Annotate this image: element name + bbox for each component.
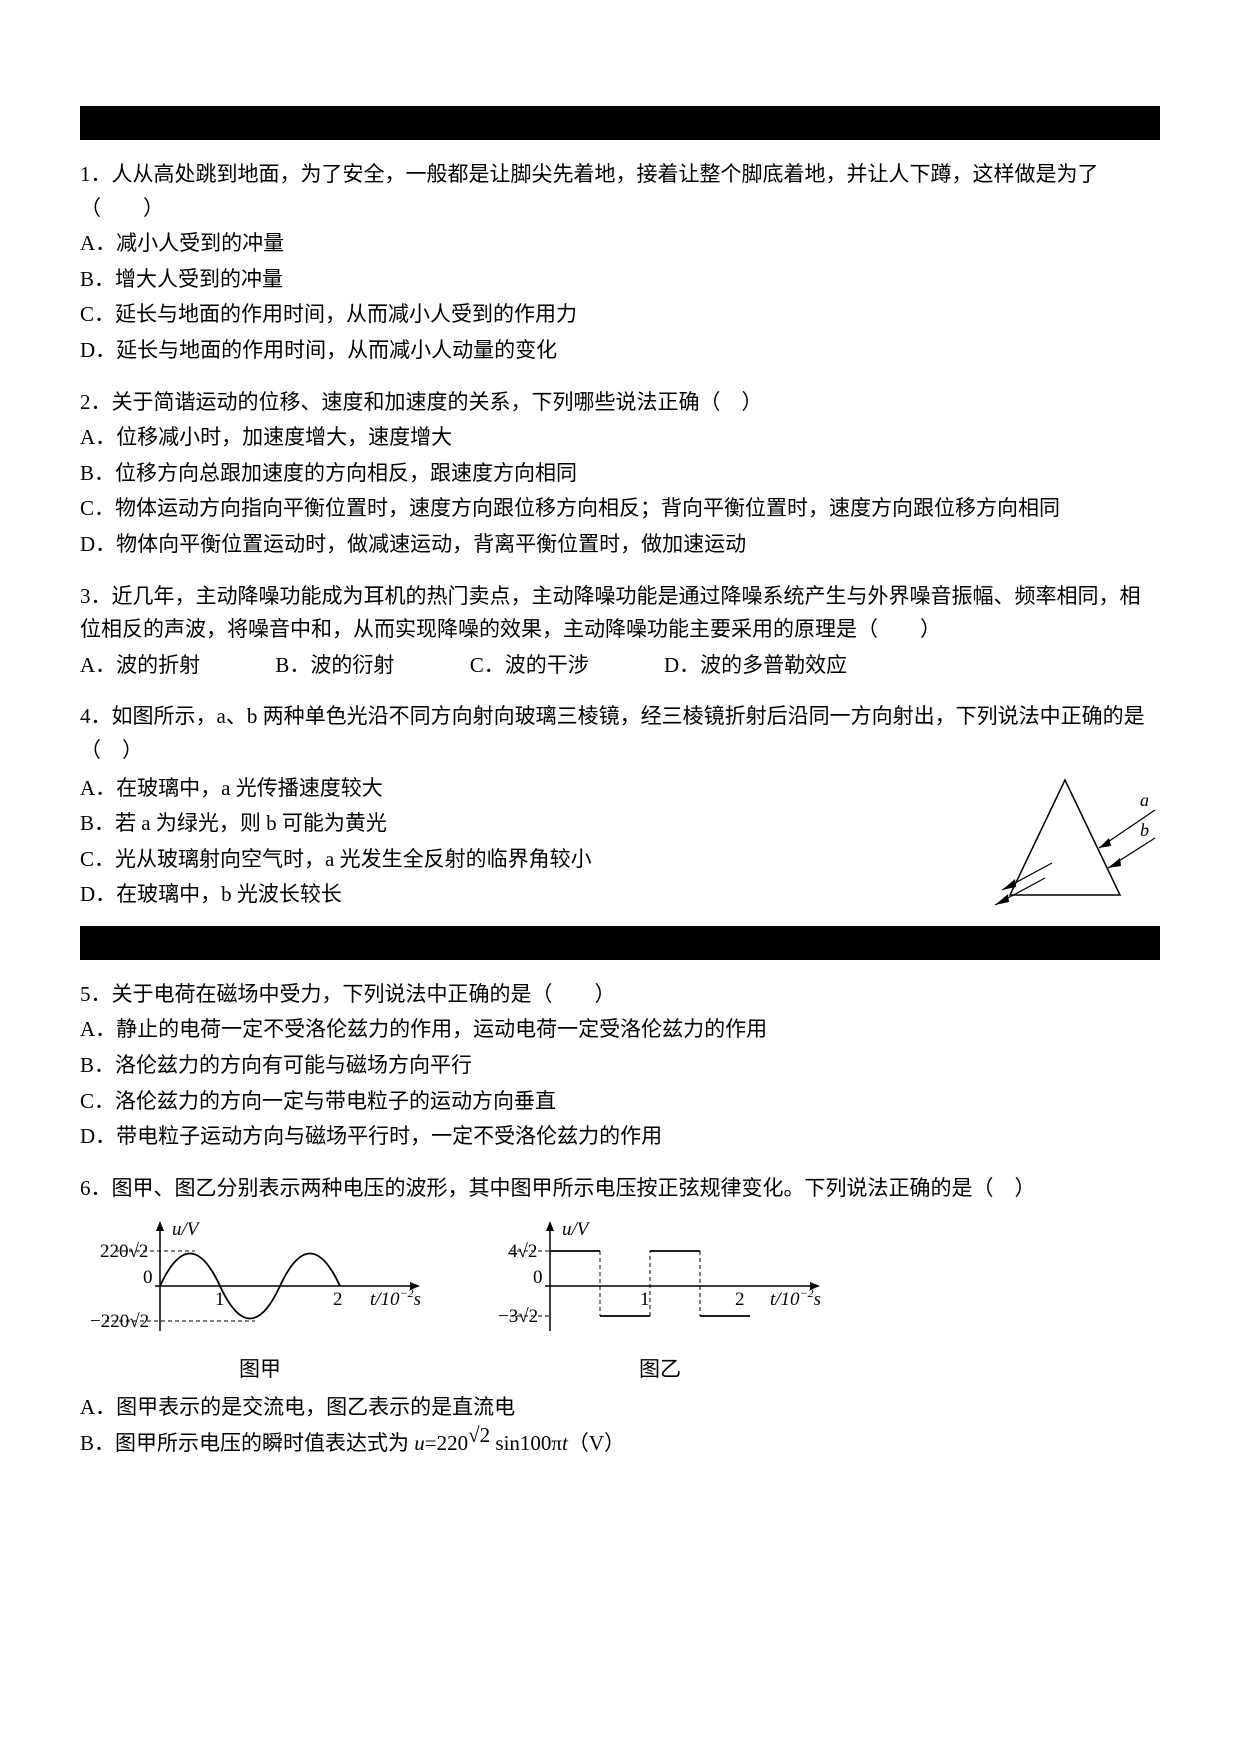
q1-stem: 1．人从高处跳到地面，为了安全，一般都是让脚尖先着地，接着让整个脚底着地，并让人… <box>80 158 1160 225</box>
q6b-rest: sin100π <box>490 1431 562 1455</box>
section-bar-2 <box>80 926 1160 960</box>
graph-b-wrap: u/V 4√2 0 −3√2 1 2 t/10−2s 图乙 <box>480 1211 840 1389</box>
q1-opt-a: A．减小人受到的冲量 <box>80 227 1160 261</box>
label-a: a <box>1140 790 1149 810</box>
q5-opt-c: C．洛伦兹力的方向一定与带电粒子的运动方向垂直 <box>80 1085 1160 1119</box>
q2-opt-c: C．物体运动方向指向平衡位置时，速度方向跟位移方向相反；背向平衡位置时，速度方向… <box>80 492 1160 526</box>
ga-yarrow <box>156 1221 164 1231</box>
ga-ybot: −220√2 <box>90 1311 149 1332</box>
q6-stem: 6．图甲、图乙分别表示两种电压的波形，其中图甲所示电压按正弦规律变化。下列说法正… <box>80 1172 1160 1206</box>
q2-stem: 2．关于简谐运动的位移、速度和加速度的关系，下列哪些说法正确（ ） <box>80 386 1160 420</box>
ga-ytop: 220√2 <box>100 1241 148 1262</box>
graph-a: u/V 220√2 0 −220√2 1 2 t/10−2s <box>80 1211 440 1351</box>
q6-opt-b: B．图甲所示电压的瞬时值表达式为 u=220√2 sin100πt（V） <box>80 1427 1160 1461</box>
q1-opt-b: B．增大人受到的冲量 <box>80 263 1160 297</box>
gb-yarrow <box>546 1221 554 1231</box>
q6b-pre: B．图甲所示电压的瞬时值表达式为 <box>80 1431 409 1455</box>
graph-a-wrap: u/V 220√2 0 −220√2 1 2 t/10−2s 图甲 <box>80 1211 440 1389</box>
question-3: 3．近几年，主动降噪功能成为耳机的热门卖点，主动降噪功能是通过降噪系统产生与外界… <box>80 580 1160 683</box>
gb-ybot: −3√2 <box>498 1306 538 1327</box>
ga-x1: 1 <box>215 1289 225 1310</box>
q5-stem: 5．关于电荷在磁场中受力，下列说法中正确的是（ ） <box>80 978 1160 1012</box>
gb-xlabel: t/10−2s <box>770 1286 821 1310</box>
q2-opt-d: D．物体向平衡位置运动时，做减速运动，背离平衡位置时，做加速运动 <box>80 528 1160 562</box>
q6b-eq: =220 <box>425 1431 468 1455</box>
section-bar <box>80 106 1160 140</box>
question-6: 6．图甲、图乙分别表示两种电压的波形，其中图甲所示电压按正弦规律变化。下列说法正… <box>80 1172 1160 1460</box>
graph-b-caption: 图乙 <box>480 1353 840 1387</box>
q6-opt-a: A．图甲表示的是交流电，图乙表示的是直流电 <box>80 1391 1160 1425</box>
gb-y0: 0 <box>533 1267 543 1288</box>
gb-x1: 1 <box>640 1289 650 1310</box>
q4-opt-a: A．在玻璃中，a 光传播速度较大 <box>80 772 966 806</box>
prism-diagram: a b <box>990 770 1160 910</box>
gb-ytop: 4√2 <box>508 1241 537 1262</box>
q5-opt-a: A．静止的电荷一定不受洛伦兹力的作用，运动电荷一定受洛伦兹力的作用 <box>80 1013 1160 1047</box>
gb-ylabel: u/V <box>562 1219 591 1240</box>
prism-shape <box>1010 780 1120 895</box>
q2-opt-a: A．位移减小时，加速度增大，速度增大 <box>80 421 1160 455</box>
ga-ylabel: u/V <box>172 1219 201 1240</box>
ga-y0: 0 <box>143 1267 153 1288</box>
q2-opt-b: B．位移方向总跟加速度的方向相反，跟速度方向相同 <box>80 457 1160 491</box>
q1-opt-d: D．延长与地面的作用时间，从而减小人动量的变化 <box>80 334 1160 368</box>
question-1: 1．人从高处跳到地面，为了安全，一般都是让脚尖先着地，接着让整个脚底着地，并让人… <box>80 158 1160 368</box>
q5-opt-b: B．洛伦兹力的方向有可能与磁场方向平行 <box>80 1049 1160 1083</box>
graph-b: u/V 4√2 0 −3√2 1 2 t/10−2s <box>480 1211 840 1351</box>
graph-a-caption: 图甲 <box>80 1353 440 1387</box>
ray-b-arrow <box>1108 858 1121 868</box>
question-4: 4．如图所示，a、b 两种单色光沿不同方向射向玻璃三棱镜，经三棱镜折射后沿同一方… <box>80 700 1160 914</box>
q6b-u: u <box>414 1431 425 1455</box>
q5-opt-d: D．带电粒子运动方向与磁场平行时，一定不受洛伦兹力的作用 <box>80 1120 1160 1154</box>
q3-stem: 3．近几年，主动降噪功能成为耳机的热门卖点，主动降噪功能是通过降噪系统产生与外界… <box>80 580 1160 647</box>
ga-xlabel: t/10−2s <box>370 1286 421 1310</box>
q1-opt-c: C．延长与地面的作用时间，从而减小人受到的作用力 <box>80 298 1160 332</box>
q3-opts: A．波的折射 B．波的衍射 C．波的干涉 D．波的多普勒效应 <box>80 649 1160 683</box>
ga-x2: 2 <box>333 1289 343 1310</box>
q4-opt-b: B．若 a 为绿光，则 b 可能为黄光 <box>80 807 966 841</box>
label-b: b <box>1140 820 1149 840</box>
q3-opt-d: D．波的多普勒效应 <box>664 653 847 677</box>
q6b-unit: （V） <box>568 1431 625 1455</box>
q3-opt-c: C．波的干涉 <box>470 653 589 677</box>
q4-opt-c: C．光从玻璃射向空气时，a 光发生全反射的临界角较小 <box>80 843 966 877</box>
q6b-sqrt: √2 <box>468 1423 490 1447</box>
gb-x2: 2 <box>735 1289 745 1310</box>
ray-out-arrow <box>995 894 1009 905</box>
q4-opt-d: D．在玻璃中，b 光波长较长 <box>80 878 966 912</box>
q3-opt-b: B．波的衍射 <box>275 653 394 677</box>
q4-stem: 4．如图所示，a、b 两种单色光沿不同方向射向玻璃三棱镜，经三棱镜折射后沿同一方… <box>80 700 1160 767</box>
ray-a-arrow <box>1099 838 1111 848</box>
question-5: 5．关于电荷在磁场中受力，下列说法中正确的是（ ） A．静止的电荷一定不受洛伦兹… <box>80 978 1160 1154</box>
question-2: 2．关于简谐运动的位移、速度和加速度的关系，下列哪些说法正确（ ） A．位移减小… <box>80 386 1160 562</box>
q3-opt-a: A．波的折射 <box>80 653 200 677</box>
